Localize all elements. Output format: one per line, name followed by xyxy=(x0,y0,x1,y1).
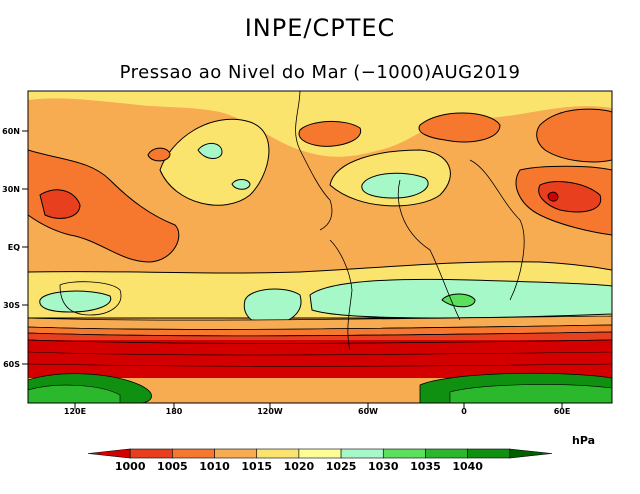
colorbar-high-arrow xyxy=(509,448,553,459)
agency-title: INPE/CPTEC xyxy=(244,14,396,42)
colorbar-swatch xyxy=(214,448,258,459)
lon-label-60e: 60E xyxy=(554,407,571,416)
colorbar-low-arrow xyxy=(87,448,131,459)
colorbar-swatch xyxy=(256,448,300,459)
colorbar-swatch xyxy=(467,448,511,459)
colorbar-level-label: 1010 xyxy=(199,460,230,473)
lat-label-60n: 60N xyxy=(2,127,20,136)
colorbar-swatch xyxy=(340,448,384,459)
colorbar: hPa 1000 1005 1010 1015 1020 1025 1030 1035 1040 xyxy=(87,434,595,473)
lon-label-60w: 60W xyxy=(358,407,378,416)
lon-label-180: 180 xyxy=(166,407,183,416)
colorbar-swatch xyxy=(382,448,426,459)
colorbar-level-label: 1015 xyxy=(241,460,272,473)
lon-label-120e: 120E xyxy=(64,407,86,416)
longitude-axis: 120E 180 120W 60W 0 60E xyxy=(64,403,570,416)
colorbar-level-label: 1005 xyxy=(157,460,188,473)
colorbar-level-label: 1035 xyxy=(410,460,441,473)
colorbar-level-label: 1000 xyxy=(115,460,146,473)
colorbar-swatch xyxy=(129,448,173,459)
pressure-field xyxy=(28,91,612,403)
colorbar-level-label: 1025 xyxy=(326,460,357,473)
lat-label-30n: 30N xyxy=(2,185,20,194)
lat-label-eq: EQ xyxy=(8,243,20,252)
colorbar-level-label: 1030 xyxy=(368,460,399,473)
colorbar-level-label: 1040 xyxy=(452,460,483,473)
latitude-axis: 60N 30N EQ 30S 60S xyxy=(2,127,28,369)
lat-label-30s: 30S xyxy=(3,301,20,310)
colorbar-swatch xyxy=(425,448,468,459)
colorbar-unit: hPa xyxy=(572,434,595,447)
lat-label-60s: 60S xyxy=(3,360,20,369)
colorbar-level-label: 1020 xyxy=(284,460,315,473)
colorbar-swatch xyxy=(172,448,215,459)
colorbar-swatch xyxy=(298,448,342,459)
lon-label-0: 0 xyxy=(461,407,467,416)
lon-label-120w: 120W xyxy=(257,407,283,416)
map-title: Pressao ao Nivel do Mar (−1000)AUG2019 xyxy=(119,62,521,83)
